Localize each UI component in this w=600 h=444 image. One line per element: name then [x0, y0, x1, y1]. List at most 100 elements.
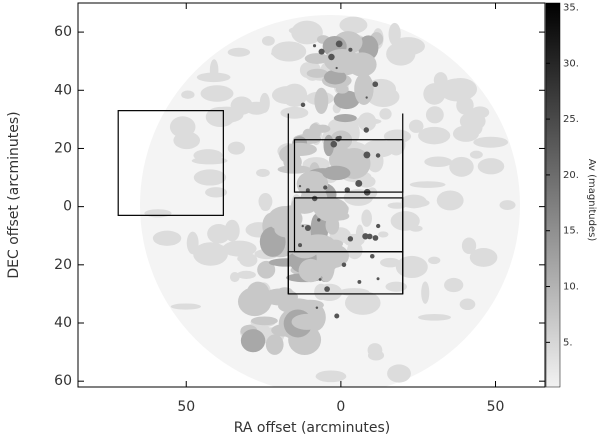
map-blob [425, 106, 444, 124]
map-blob [395, 255, 428, 279]
map-clump [357, 279, 362, 284]
map-filament [298, 258, 323, 283]
map-clump [369, 253, 375, 259]
map-clump [376, 223, 381, 229]
map-clump [372, 235, 379, 241]
map-blob [473, 136, 509, 148]
y-tick-label: 0 [63, 199, 72, 215]
map-blob [421, 281, 430, 304]
map-clump [376, 277, 380, 281]
map-blob [477, 158, 505, 175]
map-filament [240, 329, 266, 353]
map-blob [367, 343, 383, 358]
colorbar-tick-label: 10. [563, 282, 579, 293]
map-blob [380, 257, 401, 268]
map-blob [282, 83, 308, 108]
map-clump [347, 236, 354, 242]
map-clump [344, 187, 351, 193]
map-clump [330, 140, 338, 148]
map-clump [338, 135, 342, 140]
y-tick-label: 20 [54, 140, 72, 156]
map-clump [328, 53, 335, 61]
map-filament [304, 53, 330, 64]
map-blob [227, 141, 245, 155]
map-blob [433, 72, 448, 89]
map-filament [283, 142, 317, 157]
y-tick-label: 40 [54, 315, 72, 331]
map-blob [193, 242, 228, 266]
map-blob [196, 72, 231, 83]
map-filament [333, 90, 360, 110]
map-filament [327, 239, 344, 248]
map-clump [301, 224, 304, 228]
y-tick-label: 20 [54, 257, 72, 273]
map-clump [315, 306, 319, 310]
map-blob [205, 106, 235, 128]
y-tick-label: 60 [54, 24, 72, 40]
map-blob [385, 281, 407, 292]
map-blob [280, 106, 309, 119]
map-clump [355, 179, 363, 187]
extinction-map [140, 15, 520, 387]
map-clump [363, 127, 370, 133]
map-blob [260, 203, 271, 211]
map-blob [193, 169, 227, 186]
map-clump [341, 262, 347, 267]
map-blob [469, 150, 483, 159]
plot-frame [77, 2, 546, 388]
map-filament [323, 69, 347, 85]
map-filament [250, 316, 278, 326]
map-blob [363, 139, 395, 158]
map-blob [378, 231, 389, 238]
map-blob [274, 44, 292, 55]
colorbar-tick-label: 25. [563, 114, 579, 125]
map-blob [428, 256, 441, 265]
map-blob [237, 255, 246, 262]
map-blob [261, 35, 275, 46]
map-clump [298, 185, 302, 188]
map-blob [409, 181, 446, 188]
map-blob [417, 314, 452, 321]
x-axis-label: RA offset (arcminutes) [234, 420, 391, 436]
colorbar-label: Av (magnitudes) [586, 159, 597, 242]
map-filament [291, 313, 323, 330]
map-blob [408, 119, 424, 133]
map-blob [316, 283, 343, 302]
colorbar-tick-label: 5. [563, 337, 573, 348]
map-filament [322, 165, 351, 181]
map-blob [383, 129, 412, 144]
map-blob [459, 111, 486, 131]
map-blob [338, 288, 370, 296]
y-tick-label: 40 [54, 82, 72, 98]
map-clump [365, 96, 368, 99]
map-clump [312, 44, 317, 48]
map-blob [256, 168, 270, 177]
map-clump [334, 313, 340, 319]
map-blob [227, 47, 251, 57]
map-filament [333, 114, 357, 123]
map-blob [456, 96, 474, 115]
map-filament [265, 334, 284, 355]
map-clump [363, 151, 371, 159]
colorbar-tick-label: 35. [563, 2, 579, 13]
map-clump [323, 185, 328, 190]
map-clump [335, 40, 343, 48]
map-filament [296, 299, 324, 311]
map-filament [237, 287, 272, 317]
map-blob [400, 194, 427, 209]
map-blob [191, 157, 228, 165]
colorbar-tick-label: 30. [563, 58, 579, 69]
map-blob [222, 240, 257, 257]
map-blob [449, 156, 474, 177]
map-blob [387, 364, 411, 383]
map-blob [200, 85, 234, 102]
map-blob [244, 101, 269, 115]
map-filament [318, 251, 335, 283]
map-clump [324, 286, 330, 292]
map-filament [325, 215, 340, 235]
map-filament [314, 124, 331, 133]
colorbar-tick-label: 20. [563, 170, 579, 181]
map-clump [317, 218, 321, 222]
map-filament [268, 258, 303, 267]
y-axis-label: DEC offset (arcminutes) [6, 111, 22, 278]
